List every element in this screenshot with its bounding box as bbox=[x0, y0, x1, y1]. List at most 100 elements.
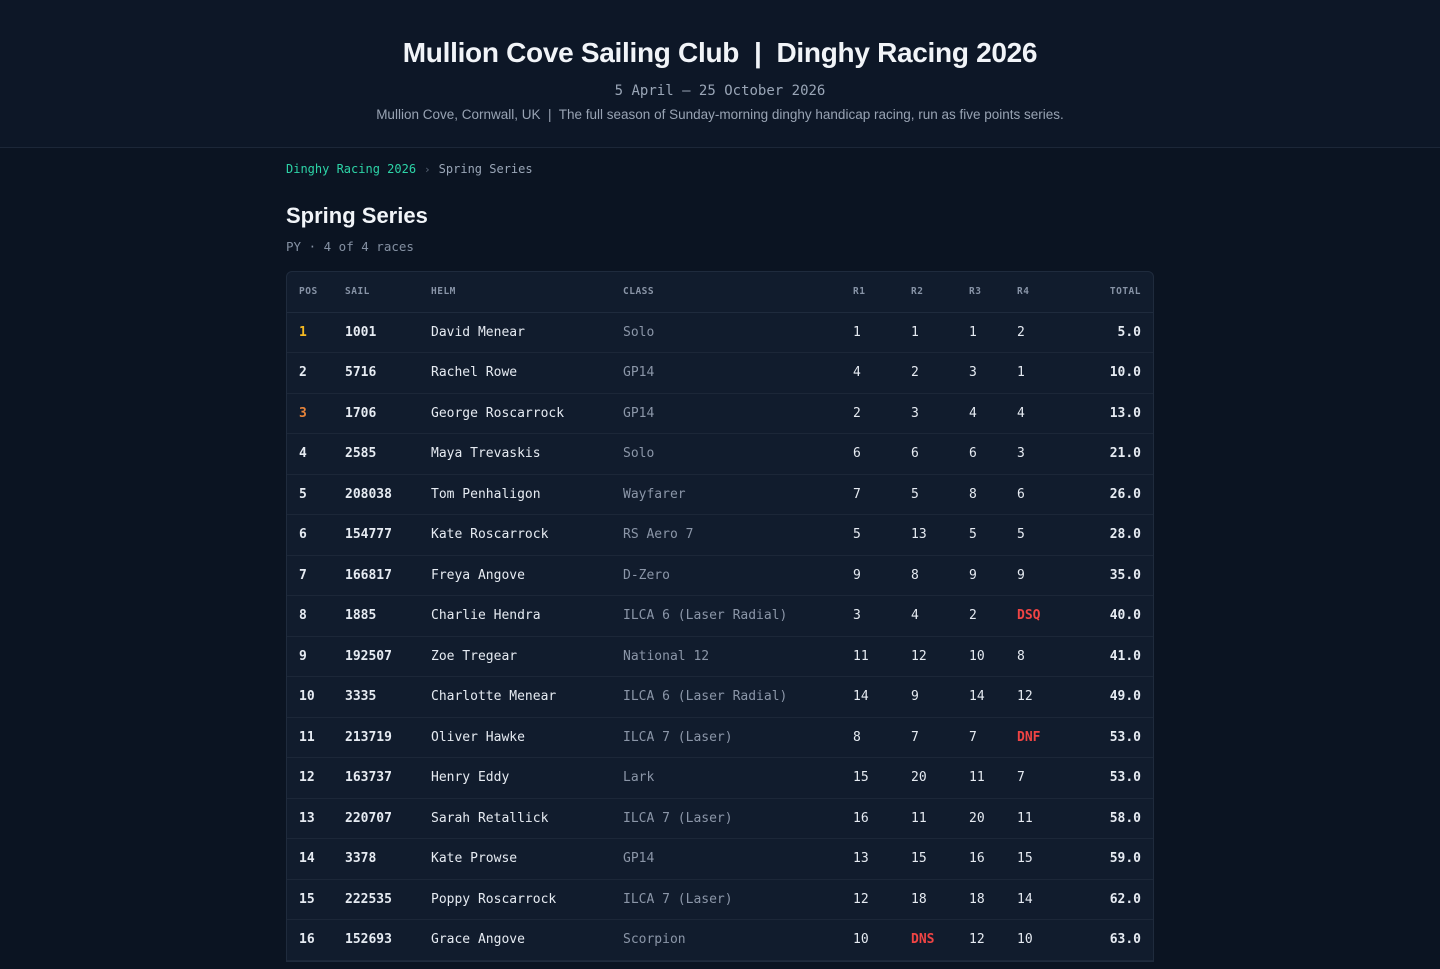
results-table-header: POS SAIL HELM CLASS R1 R2 R3 R4 TOTAL bbox=[287, 272, 1153, 313]
table-row[interactable]: 14 3378 Kate Prowse GP14 13 15 16 15 59.0 bbox=[287, 838, 1153, 880]
cell-r1: 15 bbox=[853, 757, 911, 799]
column-header-r3[interactable]: R3 bbox=[969, 272, 1017, 313]
cell-total: 5.0 bbox=[1077, 312, 1153, 353]
cell-sail: 192507 bbox=[345, 636, 431, 677]
cell-r4: 8 bbox=[1017, 636, 1077, 677]
cell-total: 28.0 bbox=[1077, 514, 1153, 556]
table-row[interactable]: 15 222535 Poppy Roscarrock ILCA 7 (Laser) 12… bbox=[287, 879, 1153, 920]
table-row[interactable]: 6 154777 Kate Roscarrock RS Aero 7 5 13 5 5 28.0 bbox=[287, 514, 1153, 556]
table-row[interactable]: 11 213719 Oliver Hawke ILCA 7 (Laser) 8 7 7 DNF… bbox=[287, 717, 1153, 758]
cell-r2: 9 bbox=[911, 676, 969, 718]
cell-r1: 10 bbox=[853, 919, 911, 961]
table-row[interactable]: 4 2585 Maya Trevaskis Solo 6 6 6 3 21.0 bbox=[287, 433, 1153, 475]
cell-helm: Charlie Hendra bbox=[431, 595, 623, 637]
cell-r4: DSQ bbox=[1017, 595, 1077, 637]
cell-pos: 7 bbox=[287, 555, 345, 596]
cell-total: 62.0 bbox=[1077, 879, 1153, 920]
column-header-sail[interactable]: SAIL bbox=[345, 272, 431, 313]
cell-r1: 14 bbox=[853, 676, 911, 718]
cell-helm: Freya Angove bbox=[431, 555, 623, 596]
table-row[interactable]: 13 220707 Sarah Retallick ILCA 7 (Laser) 16 1… bbox=[287, 798, 1153, 839]
cell-pos: 5 bbox=[287, 474, 345, 515]
cell-r1: 3 bbox=[853, 595, 911, 637]
breadcrumb-current: Spring Series bbox=[438, 162, 533, 176]
cell-total: 53.0 bbox=[1077, 717, 1153, 758]
cell-sail: 3335 bbox=[345, 676, 431, 718]
cell-r2: 1 bbox=[911, 312, 969, 353]
cell-class: ILCA 7 (Laser) bbox=[623, 798, 853, 839]
cell-sail: 2585 bbox=[345, 433, 431, 475]
cell-class: Scorpion bbox=[623, 919, 853, 961]
cell-r1: 11 bbox=[853, 636, 911, 677]
table-row[interactable]: 2 5716 Rachel Rowe GP14 4 2 3 1 10.0 bbox=[287, 352, 1153, 394]
cell-r4: 6 bbox=[1017, 474, 1077, 515]
cell-class: National 12 bbox=[623, 636, 853, 677]
cell-total: 21.0 bbox=[1077, 433, 1153, 475]
cell-pos: 14 bbox=[287, 838, 345, 880]
cell-helm: David Menear bbox=[431, 312, 623, 353]
cell-helm: George Roscarrock bbox=[431, 393, 623, 434]
cell-pos: 8 bbox=[287, 595, 345, 637]
cell-r2: 15 bbox=[911, 838, 969, 880]
cell-total: 13.0 bbox=[1077, 393, 1153, 434]
cell-r3: 9 bbox=[969, 555, 1017, 596]
cell-r2: 8 bbox=[911, 555, 969, 596]
table-row[interactable]: 16 152693 Grace Angove Scorpion 10 DNS 12 10 63.… bbox=[287, 919, 1153, 961]
cell-sail: 1001 bbox=[345, 312, 431, 353]
cell-pos: 9 bbox=[287, 636, 345, 677]
cell-helm: Poppy Roscarrock bbox=[431, 879, 623, 920]
cell-r1: 5 bbox=[853, 514, 911, 556]
cell-r4: 15 bbox=[1017, 838, 1077, 880]
column-header-total[interactable]: TOTAL bbox=[1077, 272, 1153, 313]
cell-r4: 7 bbox=[1017, 757, 1077, 799]
cell-helm: Grace Angove bbox=[431, 919, 623, 961]
cell-r4: 5 bbox=[1017, 514, 1077, 556]
breadcrumb: Dinghy Racing 2026 › Spring Series bbox=[286, 161, 1154, 177]
cell-r3: 1 bbox=[969, 312, 1017, 353]
cell-r1: 4 bbox=[853, 352, 911, 394]
column-header-r2[interactable]: R2 bbox=[911, 272, 969, 313]
cell-helm: Sarah Retallick bbox=[431, 798, 623, 839]
cell-r3: 18 bbox=[969, 879, 1017, 920]
cell-class: Wayfarer bbox=[623, 474, 853, 515]
table-row[interactable]: 3 1706 George Roscarrock GP14 2 3 4 4 13.0 bbox=[287, 393, 1153, 434]
cell-r3: 14 bbox=[969, 676, 1017, 718]
cell-helm: Henry Eddy bbox=[431, 757, 623, 799]
cell-sail: 5716 bbox=[345, 352, 431, 394]
site-header: Mullion Cove Sailing Club | Dinghy Racin… bbox=[0, 0, 1440, 148]
cell-total: 40.0 bbox=[1077, 595, 1153, 637]
column-header-class[interactable]: CLASS bbox=[623, 272, 853, 313]
table-row[interactable]: 1 1001 David Menear Solo 1 1 1 2 5.0 bbox=[287, 312, 1153, 353]
cell-r1: 6 bbox=[853, 433, 911, 475]
column-header-r4[interactable]: R4 bbox=[1017, 272, 1077, 313]
cell-sail: 163737 bbox=[345, 757, 431, 799]
cell-total: 35.0 bbox=[1077, 555, 1153, 596]
cell-total: 53.0 bbox=[1077, 757, 1153, 799]
column-header-pos[interactable]: POS bbox=[287, 272, 345, 313]
table-row[interactable]: 8 1885 Charlie Hendra ILCA 6 (Laser Radial)… bbox=[287, 595, 1153, 637]
cell-r1: 2 bbox=[853, 393, 911, 434]
cell-r4: 3 bbox=[1017, 433, 1077, 475]
cell-pos: 2 bbox=[287, 352, 345, 394]
cell-r1: 8 bbox=[853, 717, 911, 758]
column-header-r1[interactable]: R1 bbox=[853, 272, 911, 313]
table-row[interactable]: 9 192507 Zoe Tregear National 12 11 12 10 8 41.0 bbox=[287, 636, 1153, 677]
table-row[interactable]: 10 3335 Charlotte Menear ILCA 6 (Laser Radi… bbox=[287, 676, 1153, 718]
cell-sail: 208038 bbox=[345, 474, 431, 515]
table-row[interactable]: 5 208038 Tom Penhaligon Wayfarer 7 5 8 6 26.0 bbox=[287, 474, 1153, 515]
cell-r2: 12 bbox=[911, 636, 969, 677]
cell-r4: 10 bbox=[1017, 919, 1077, 961]
cell-r3: 12 bbox=[969, 919, 1017, 961]
cell-r4: DNF bbox=[1017, 717, 1077, 758]
column-header-helm[interactable]: HELM bbox=[431, 272, 623, 313]
cell-helm: Tom Penhaligon bbox=[431, 474, 623, 515]
main-content: Dinghy Racing 2026 › Spring Series Sprin… bbox=[286, 161, 1154, 962]
cell-pos: 15 bbox=[287, 879, 345, 920]
cell-class: ILCA 7 (Laser) bbox=[623, 717, 853, 758]
cell-sail: 222535 bbox=[345, 879, 431, 920]
table-row[interactable]: 7 166817 Freya Angove D-Zero 9 8 9 9 35.0 bbox=[287, 555, 1153, 596]
cell-class: Lark bbox=[623, 757, 853, 799]
cell-r1: 7 bbox=[853, 474, 911, 515]
breadcrumb-link-dinghy-racing[interactable]: Dinghy Racing 2026 bbox=[286, 162, 417, 176]
table-row[interactable]: 12 163737 Henry Eddy Lark 15 20 11 7 53.0 bbox=[287, 757, 1153, 799]
